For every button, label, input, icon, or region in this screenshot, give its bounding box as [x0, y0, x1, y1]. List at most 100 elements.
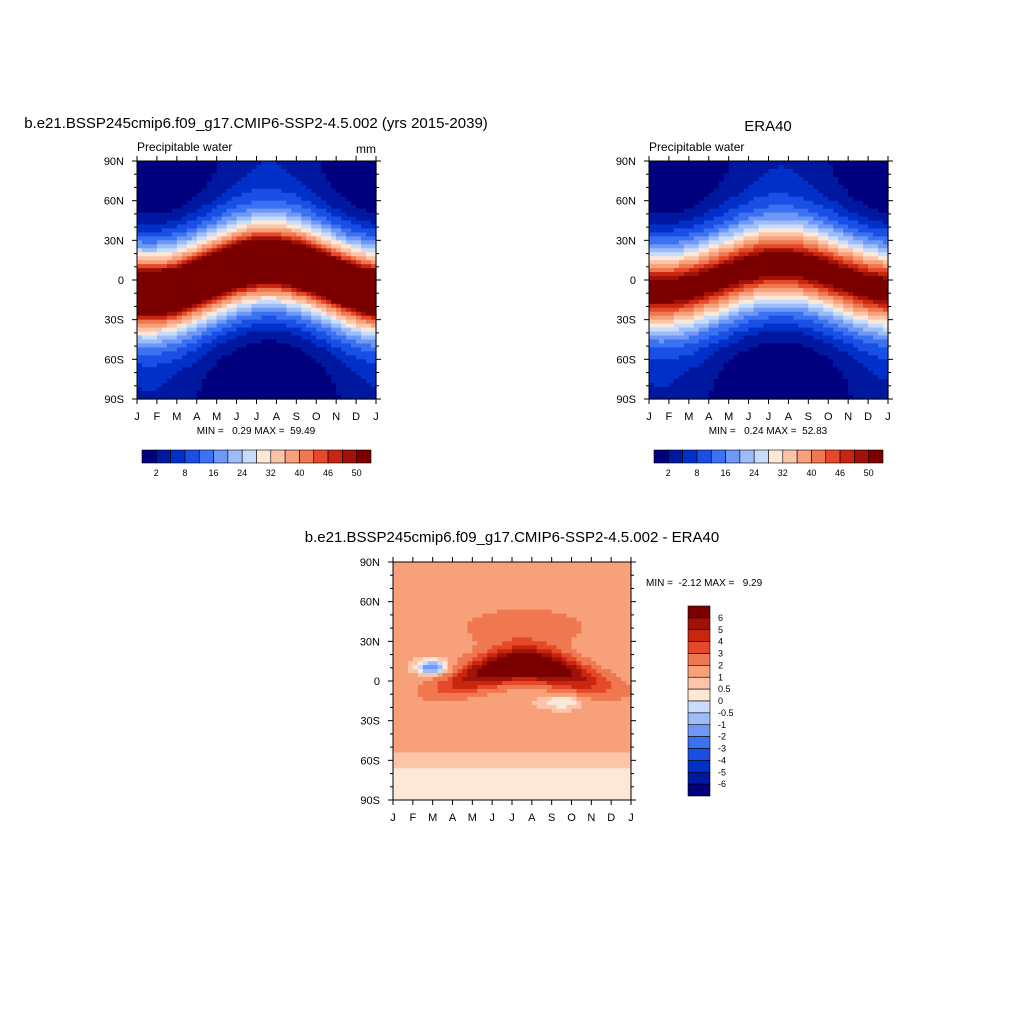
heat-cell [201, 311, 208, 317]
heat-cell [351, 264, 357, 269]
heat-cell [246, 172, 253, 178]
heat-cell [793, 161, 799, 166]
heat-cell [803, 248, 809, 253]
heat-cell [758, 164, 765, 170]
heat-cell [286, 363, 292, 368]
heat-cell [176, 375, 183, 380]
heat-cell [366, 168, 372, 174]
heat-cell [311, 176, 317, 182]
heat-cell [286, 319, 292, 325]
heat-cell [137, 268, 143, 273]
heat-cell [673, 216, 680, 222]
heat-cell [171, 204, 178, 210]
heat-cell [678, 272, 685, 277]
heat-cell [693, 164, 700, 170]
heat-cell [241, 371, 248, 376]
heat-cell [201, 307, 208, 313]
heat-cell [146, 212, 153, 218]
heat-cell [763, 176, 770, 182]
heat-cell [137, 252, 143, 257]
heat-cell [236, 164, 243, 170]
heat-cell [176, 216, 183, 222]
heat-cell [753, 383, 760, 388]
heat-cell [753, 375, 760, 380]
heat-cell [251, 343, 258, 349]
heat-cell [753, 228, 760, 233]
heat-cell [783, 196, 790, 202]
heat-cell [246, 248, 253, 253]
heat-cell [336, 236, 342, 241]
heat-cell [141, 212, 148, 218]
heat-cell [256, 172, 263, 178]
colorbar-label: 2 [154, 468, 159, 478]
heat-cell [703, 319, 710, 325]
heat-cell [773, 192, 780, 198]
heat-cell [181, 188, 188, 194]
heat-cell [221, 315, 228, 321]
heat-cell [788, 327, 794, 333]
heat-cell [798, 327, 804, 333]
heat-cell [171, 256, 178, 261]
heat-cell [346, 196, 352, 202]
heat-cell [668, 359, 675, 364]
heat-cell [673, 164, 680, 170]
heat-cell [649, 307, 655, 313]
heat-cell [191, 379, 198, 384]
heat-cell [316, 244, 322, 249]
heat-cell [266, 351, 273, 356]
heat-cell [783, 347, 790, 352]
heat-cell [311, 339, 317, 345]
heat-cell [356, 359, 362, 364]
heat-cell [728, 232, 735, 237]
heat-cell [743, 319, 750, 325]
colorbar-swatch [342, 449, 357, 464]
heat-cell [226, 208, 233, 214]
heat-cell [668, 315, 675, 321]
heat-cell [733, 204, 740, 210]
heat-cell [316, 343, 322, 349]
heat-cell [316, 375, 322, 380]
heat-cell [768, 264, 775, 269]
heat-cell [321, 212, 327, 218]
heat-cell [341, 256, 347, 261]
heat-cell [226, 240, 233, 245]
heat-cell [763, 260, 770, 265]
heat-cell [211, 192, 218, 198]
heat-cell [196, 176, 203, 182]
heat-cell [206, 272, 213, 277]
heat-cell [137, 339, 143, 345]
heat-cell [306, 331, 312, 337]
heat-cell [753, 355, 760, 360]
heat-cell [271, 387, 278, 392]
heat-cell [753, 216, 760, 222]
heat-cell [733, 176, 740, 182]
heat-cell [156, 216, 163, 222]
heat-cell [713, 311, 720, 317]
heat-cell [181, 391, 188, 396]
heat-cell [186, 283, 193, 289]
heat-cell [266, 228, 273, 233]
heat-cell [366, 208, 372, 214]
heat-cell [216, 248, 223, 253]
heat-cell [653, 192, 660, 198]
heat-cell [286, 264, 292, 269]
heat-cell [713, 196, 720, 202]
heat-cell [176, 184, 183, 190]
heat-cell [371, 303, 377, 309]
heat-cell [753, 176, 760, 182]
heat-cell [361, 161, 367, 166]
heat-cell [176, 303, 183, 309]
heat-cell [251, 383, 258, 388]
heat-cell [346, 168, 352, 174]
heat-cell [236, 204, 243, 210]
heat-cell [658, 164, 665, 170]
heat-cell [813, 228, 819, 233]
heat-cell [768, 367, 775, 372]
heat-cell [326, 331, 332, 337]
heat-cell [668, 375, 675, 380]
heat-cell [161, 188, 168, 194]
heat-cell [758, 228, 765, 233]
heat-cell [341, 224, 347, 230]
heat-cell [723, 180, 730, 186]
